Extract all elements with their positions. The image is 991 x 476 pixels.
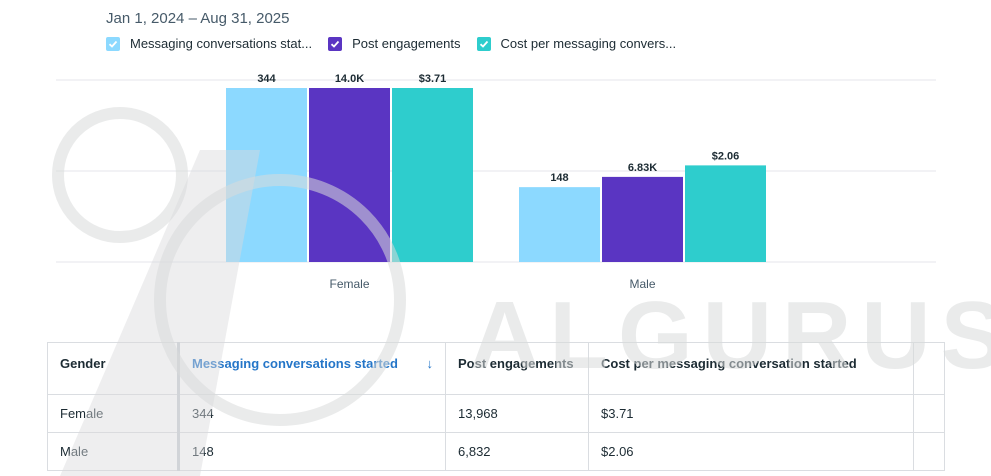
category-label: Female — [329, 277, 369, 291]
bar-male-1 — [602, 176, 683, 262]
checkbox-checked-icon[interactable] — [328, 36, 343, 51]
checkbox-checked-icon[interactable] — [476, 36, 491, 51]
category-label: Male — [629, 277, 655, 291]
breakdown-table: Gender Messaging conversations started ↓… — [47, 342, 945, 471]
table-row[interactable]: Male 148 6,832 $2.06 — [47, 432, 945, 471]
data-label: 6.83K — [628, 162, 657, 174]
cell-gender: Male — [47, 432, 179, 471]
legend-label: Cost per messaging convers... — [500, 36, 677, 51]
column-header-post-engagements[interactable]: Post engagements — [445, 342, 589, 395]
data-label: $2.06 — [712, 150, 740, 162]
table-header-row: Gender Messaging conversations started ↓… — [47, 342, 945, 395]
bar-chart: 344 14.0K $3.71 Female 148 6.83K $2.06 Male — [56, 73, 936, 291]
bar-male-2 — [685, 165, 766, 262]
date-range: Jan 1, 2024 – Aug 31, 2025 — [106, 10, 290, 27]
cell-post-engagements: 13,968 — [445, 394, 589, 433]
bar-female-0 — [226, 88, 307, 262]
bar-female-2 — [392, 88, 473, 262]
cell-gender: Female — [47, 394, 179, 433]
bar-male-0 — [519, 187, 600, 262]
cell-cost-per-conversation: $3.71 — [588, 394, 914, 433]
cell-empty — [913, 432, 945, 471]
legend-item-messaging[interactable]: Messaging conversations stat... — [106, 36, 312, 51]
column-header-gender[interactable]: Gender — [47, 342, 179, 395]
cell-cost-per-conversation: $2.06 — [588, 432, 914, 471]
cell-messaging-conversations: 344 — [177, 394, 446, 433]
legend-label: Messaging conversations stat... — [130, 36, 313, 51]
chart-legend: Messaging conversations stat... Post eng… — [106, 36, 692, 51]
arrow-down-icon[interactable]: ↓ — [426, 356, 434, 371]
cell-messaging-conversations: 148 — [177, 432, 446, 471]
bar-female-1 — [309, 88, 390, 262]
legend-label: Post engagements — [352, 36, 461, 51]
cell-empty — [913, 394, 945, 433]
data-label: $3.71 — [419, 73, 447, 85]
legend-item-post-engagements[interactable]: Post engagements — [328, 36, 461, 51]
data-label: 14.0K — [335, 73, 364, 85]
column-header-cost-per-conversation[interactable]: Cost per messaging conversation started — [588, 342, 914, 395]
table-row[interactable]: Female 344 13,968 $3.71 — [47, 394, 945, 433]
data-label: 344 — [257, 73, 276, 85]
column-header-empty — [913, 342, 945, 395]
column-header-messaging-conversations[interactable]: Messaging conversations started ↓ — [177, 342, 446, 395]
data-label: 148 — [550, 172, 568, 184]
legend-item-cost-per-conversation[interactable]: Cost per messaging convers... — [476, 36, 677, 51]
cell-post-engagements: 6,832 — [445, 432, 589, 471]
checkbox-checked-icon[interactable] — [106, 36, 120, 51]
